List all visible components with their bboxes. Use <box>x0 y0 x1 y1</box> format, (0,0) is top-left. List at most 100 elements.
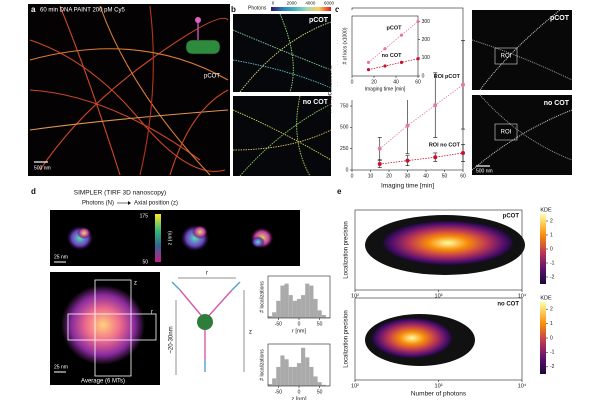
density-cloud <box>365 215 525 366</box>
colorbar <box>271 7 331 11</box>
scale-label: 25 nm <box>54 254 68 260</box>
filaments <box>29 5 229 176</box>
histogram-bar <box>305 357 310 386</box>
image-label: pCOT <box>550 15 570 22</box>
x-tick-label: 10² <box>351 293 359 299</box>
y-axis-label: Localization precision <box>344 310 350 367</box>
histogram-bar <box>301 347 306 386</box>
colorbar-title: KDE <box>540 295 552 301</box>
histogram-bar <box>321 384 326 386</box>
scale-label: 500 nm <box>476 168 493 174</box>
filaments <box>471 9 573 171</box>
colorbar-label: z (nm) <box>167 231 173 246</box>
colorbar <box>155 214 161 262</box>
x-tick-label: 50 <box>442 173 448 179</box>
image-c-bottom <box>472 95 572 175</box>
histogram-bar <box>280 355 285 386</box>
x-tick-label: 0 <box>298 389 301 395</box>
data-point <box>383 47 387 51</box>
colorbar-tick-label: 0 <box>550 246 553 252</box>
panel-d: d SIMPLER (TIRF 3D nanoscopy) Photons (N… <box>31 187 300 385</box>
colorbar-ticks: 175 50 <box>140 213 149 265</box>
histogram-bar <box>301 295 306 318</box>
x-axis-label: Imaging time [min] <box>365 86 406 92</box>
histogram-bar <box>317 382 322 386</box>
histogram-bar <box>284 283 289 318</box>
x-tick-label: 20 <box>386 173 392 179</box>
x-tick-label: 40 <box>393 79 399 85</box>
data-point <box>377 146 382 151</box>
scale-label: 25 nm <box>54 364 68 370</box>
panel-b: 0 2000 4000 6000 b Photons pCOT no COT <box>231 1 335 177</box>
x-tick-label: 50 <box>317 389 323 395</box>
series-label: pCOT <box>387 26 403 32</box>
y-tick-label: 0 <box>422 73 425 79</box>
x-axis-label: r [nm] <box>292 328 307 334</box>
histogram-bar <box>292 300 297 318</box>
x-tick-label: 60 <box>460 173 466 179</box>
colorbar-tick-label: 4000 <box>305 1 316 6</box>
panel-letter: a <box>31 5 36 14</box>
data-point <box>405 123 410 128</box>
left-label: Photons (N) <box>82 201 114 207</box>
series-line <box>379 152 464 165</box>
scale-label: 500 nm <box>34 165 51 171</box>
image-c-top <box>472 10 572 90</box>
x-tick-label: 10² <box>351 383 359 389</box>
colorbar-tick-label: 0 <box>272 1 275 6</box>
histogram-bar <box>284 359 289 386</box>
y-axis-label: # of locs (x1000) <box>342 27 348 64</box>
histogram-bar <box>305 283 310 318</box>
histogram-bar <box>276 366 281 386</box>
x-tick-label: 10⁴ <box>518 382 527 389</box>
colorbar-tick-label: 1 <box>550 232 553 238</box>
x-tick-label: 10³ <box>435 383 443 389</box>
panel-letter: b <box>231 5 236 14</box>
series-label: no COT <box>382 53 402 59</box>
data-point <box>377 162 382 167</box>
data-point <box>399 33 404 37</box>
colorbar-title: KDE <box>540 207 552 213</box>
y-axis-label: # localizations <box>259 349 265 381</box>
histogram-bar <box>317 310 322 318</box>
x-tick-label: 10⁴ <box>518 292 527 299</box>
title: SIMPLER (TIRF 3D nanoscopy) <box>74 190 166 197</box>
histogram-bar <box>268 384 273 386</box>
histogram-bar <box>313 298 318 318</box>
x-tick-label: 0 <box>298 321 301 327</box>
histogram-bar <box>288 366 293 386</box>
colorbar-tick-label: -2 <box>550 364 555 370</box>
x-tick-label: 50 <box>317 321 323 327</box>
y-axis-label: # of localizations <box>327 64 334 113</box>
plot-label: no COT <box>497 302 519 308</box>
colorbar-tick-label: 6000 <box>324 1 335 6</box>
plot-frame <box>351 15 419 77</box>
plot-label: pCOT <box>503 214 520 220</box>
panel-c: c pCOT no COT ROI ROI 500 nm <box>335 5 573 175</box>
histogram-bar <box>321 314 326 318</box>
data-point <box>366 68 371 72</box>
image-label: no COT <box>303 99 329 106</box>
panel-e: e <box>337 187 525 366</box>
roi-label: ROI <box>501 54 512 60</box>
x-tick-label: 60 <box>415 79 421 85</box>
data-point <box>461 150 465 155</box>
histogram-bar <box>313 376 318 386</box>
data-point <box>405 158 410 163</box>
data-point <box>433 103 438 108</box>
series-line <box>379 84 464 149</box>
right-label: Axial position (z) <box>134 201 178 207</box>
x-tick-label: 20 <box>371 79 377 85</box>
colorbar <box>540 302 546 374</box>
histogram-bar <box>309 366 314 386</box>
data-point <box>399 60 404 64</box>
y-tick-label: 750 <box>340 103 349 109</box>
colorbar-title: Photons <box>248 5 267 11</box>
distance-label: ~20-30nm <box>169 326 175 353</box>
average-label: Average (6 MTs) <box>81 379 125 385</box>
histogram-bar <box>296 363 302 386</box>
image-label: no COT <box>544 100 570 107</box>
histogram-bar <box>280 285 285 318</box>
inset-background <box>338 10 432 100</box>
